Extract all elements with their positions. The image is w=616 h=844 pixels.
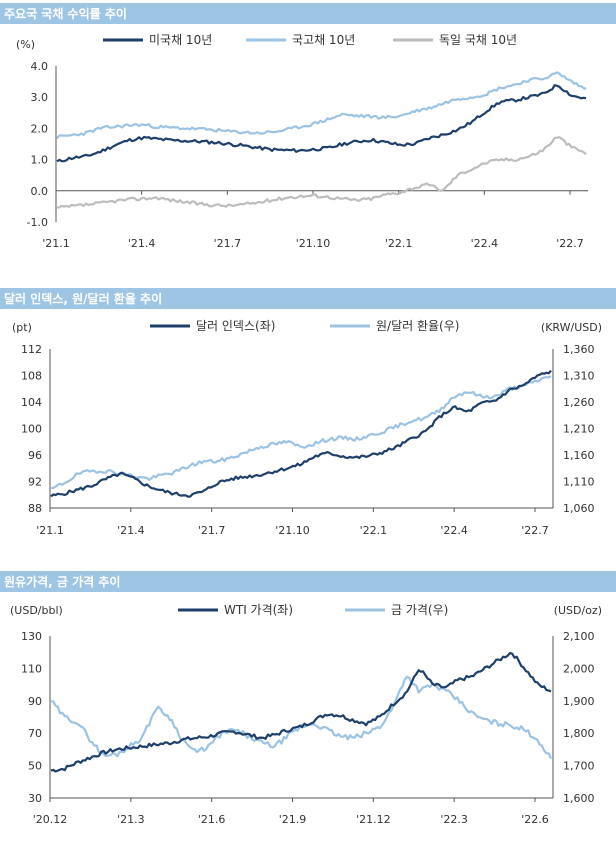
y2-tick-label: 1,160	[563, 449, 595, 462]
x-tick-label: '22.1	[360, 524, 388, 537]
x-tick-label: '21.1	[42, 237, 70, 250]
y2-tick-label: 2,100	[563, 630, 595, 643]
title-bar: 달러 인덱스, 원/달러 환율 추이	[0, 288, 616, 309]
y-axis-unit: (USD/bbl)	[10, 604, 63, 617]
y2-tick-label: 1,310	[563, 370, 595, 383]
y2-tick-label: 1,600	[563, 792, 595, 805]
x-tick-label: '21.7	[214, 237, 242, 250]
x-tick-label: '22.6	[521, 813, 549, 826]
x-tick-label: '22.4	[440, 524, 468, 537]
legend-label: 달러 인덱스(좌)	[196, 319, 275, 333]
y-tick-label: 92	[28, 476, 42, 489]
y-tick-label: 100	[21, 423, 42, 436]
chart-title: 주요국 국채 수익률 추이	[4, 7, 127, 21]
y2-tick-label: 1,360	[563, 343, 595, 356]
y2-tick-label: 1,800	[563, 727, 595, 740]
y-tick-label: 88	[28, 502, 42, 515]
series-line	[56, 84, 587, 163]
legend-label: 금 가격(우)	[391, 603, 448, 617]
y-tick-label: 112	[21, 343, 42, 356]
legend-label: WTI 가격(좌)	[224, 603, 293, 617]
y-axis-unit: (%)	[16, 38, 35, 51]
x-tick-label: '21.4	[128, 237, 156, 250]
y-tick-label: 2.0	[31, 122, 49, 135]
y-tick-label: -1.0	[27, 216, 48, 229]
y2-axis-unit: (USD/oz)	[554, 604, 602, 617]
y-tick-label: 108	[21, 370, 42, 383]
x-tick-label: '21.1	[36, 524, 64, 537]
x-tick-label: '21.10	[296, 237, 331, 250]
chart-title: 달러 인덱스, 원/달러 환율 추이	[4, 292, 163, 306]
x-tick-label: '21.6	[198, 813, 226, 826]
x-tick-label: '21.4	[117, 524, 145, 537]
x-tick-label: '22.4	[471, 237, 499, 250]
legend-label: 원/달러 환율(우)	[376, 319, 459, 333]
x-tick-label: '22.7	[521, 524, 549, 537]
series-line	[50, 369, 552, 498]
y-tick-label: 1.0	[31, 154, 49, 167]
x-tick-label: '21.7	[198, 524, 226, 537]
y-tick-label: 110	[21, 662, 42, 675]
y-tick-label: 3.0	[31, 91, 49, 104]
title-bar: 원유가격, 금 가격 추이	[0, 571, 616, 592]
x-tick-label: '21.10	[275, 524, 310, 537]
y2-tick-label: 2,000	[563, 662, 595, 675]
y-tick-label: 30	[28, 792, 42, 805]
y2-axis-unit: (KRW/USD)	[541, 321, 602, 334]
y-tick-label: 96	[28, 449, 42, 462]
series-line	[56, 136, 587, 209]
y2-tick-label: 1,110	[563, 476, 595, 489]
legend-label: 미국채 10년	[149, 33, 212, 47]
y-tick-label: 130	[21, 630, 42, 643]
x-tick-label: '21.3	[117, 813, 145, 826]
y-tick-label: 50	[28, 760, 42, 773]
x-tick-label: '22.3	[440, 813, 468, 826]
y2-tick-label: 1,900	[563, 695, 595, 708]
x-tick-label: '21.9	[279, 813, 307, 826]
series-line	[50, 652, 552, 773]
y-tick-label: 0.0	[31, 185, 49, 198]
chart-title: 원유가격, 금 가격 추이	[4, 575, 121, 589]
title-bar: 주요국 국채 수익률 추이	[0, 3, 616, 24]
y-tick-label: 4.0	[31, 60, 49, 73]
y2-tick-label: 1,060	[563, 502, 595, 515]
x-tick-label: '22.7	[556, 237, 584, 250]
y-tick-label: 70	[28, 727, 42, 740]
series-line	[56, 71, 587, 140]
legend-label: 국고채 10년	[292, 33, 355, 47]
y2-tick-label: 1,260	[563, 396, 595, 409]
y2-tick-label: 1,700	[563, 760, 595, 773]
y2-tick-label: 1,210	[563, 423, 595, 436]
legend-label: 독일 국채 10년	[439, 33, 517, 47]
y-tick-label: 90	[28, 695, 42, 708]
x-tick-label: '20.12	[33, 813, 68, 826]
y-tick-label: 104	[21, 396, 42, 409]
x-tick-label: '22.1	[385, 237, 413, 250]
x-tick-label: '21.12	[356, 813, 391, 826]
y-axis-unit: (pt)	[12, 321, 32, 334]
